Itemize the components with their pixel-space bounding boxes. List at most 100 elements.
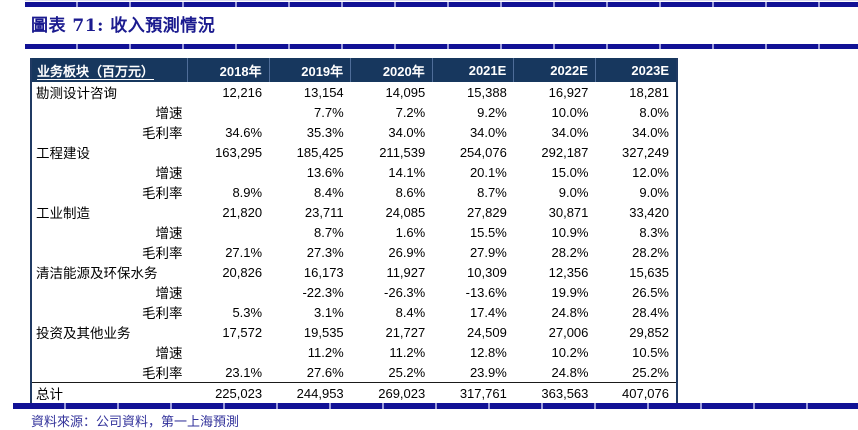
cell-value: 12.8% [469,344,507,360]
cell-value: 18,281 [629,84,669,100]
cell-value: -13.6% [465,284,507,300]
cell-value: 8.0% [639,104,669,120]
cell-value: 327,249 [622,144,669,160]
cell-value: 269,023 [350,382,433,403]
table-row: 总计 225,023 244,953 269,023 317,761 363,563 407… [31,382,677,403]
column-header-label: 业务板块（百万元） [31,58,188,82]
source-note: 資料來源：公司資料，第一上海預測 [31,415,240,430]
cell-value: 27.1% [225,244,263,260]
column-header-2020年: 2020年 [350,58,433,82]
cell-value: 8.4% [395,304,426,320]
cell-value: 9.0% [558,184,589,200]
top-hairline [25,0,858,1]
cell-value: 15.5% [469,224,507,240]
cell-value: 7.2% [395,104,426,120]
cell-value: 225,023 [187,382,270,403]
cell-value: 29,852 [629,324,669,340]
cell-value: 211,539 [379,144,426,160]
cell-value: 20.1% [469,164,507,180]
column-header-2022E: 2022E [513,58,596,82]
cell-value: 16,173 [303,264,344,280]
cell-value: 12.0% [632,164,669,180]
cell-value: 407,076 [595,382,677,403]
row-label: 毛利率 [142,186,183,202]
cell-value: 27.9% [469,244,507,260]
cell-value: 27.6% [306,364,344,380]
cell-value: 292,187 [541,144,589,160]
cell-value: 11.2% [389,344,426,360]
cell-value: 24,509 [467,324,507,340]
cell-value: 10.0% [551,104,589,120]
table-row: 增速 7.7% 7.2% 9.2% 10.0% 8.0% [31,102,677,123]
cell-value: 8.7% [314,224,344,240]
cell-value: 16,927 [548,84,589,100]
cell-value: 10,309 [467,264,507,280]
cell-value: 34.6% [225,124,263,140]
cell-value: 26.9% [388,244,426,260]
cell-value: 14.1% [388,164,426,180]
row-label: 增速 [155,106,183,122]
cell-value: 13.6% [306,164,344,180]
cell-value: 10.5% [632,344,669,360]
cell-value: 8.6% [395,184,426,200]
cell-value: 363,563 [513,382,596,403]
cell-value: 8.3% [639,224,669,240]
row-label: 增速 [155,346,183,362]
cell-value: 33,420 [629,204,669,220]
top-accent-bar [25,2,858,7]
cell-value: 15,388 [467,84,507,100]
row-label: 工业制造 [36,206,90,222]
cell-value: 11.2% [307,344,344,360]
cell-value: 25.2% [388,364,426,380]
row-label: 工程建设 [36,146,90,162]
cell-value: 17.4% [469,304,507,320]
cell-value: 34.0% [388,124,426,140]
row-label: 清洁能源及环保水务 [36,266,158,282]
cell-value [188,342,270,362]
table-row: 工业制造 21,820 23,711 24,085 27,829 30,871 33,420 [31,202,677,223]
row-label: 增速 [155,166,183,182]
row-label: 毛利率 [142,126,183,142]
cell-value: 21,820 [222,204,263,220]
cell-value: 185,425 [296,144,344,160]
cell-value: 28.2% [551,244,589,260]
row-label: 增速 [155,286,183,302]
cell-value [188,282,270,302]
figure-title: 圖表 71: 收入預測情況 [31,16,216,36]
cell-value: 24.8% [551,364,589,380]
row-label: 总计 [31,382,188,403]
table-row: 毛利率 23.1% 27.6% 25.2% 23.9% 24.8% 25.2% [31,362,677,383]
cell-value: 3.1% [314,304,344,320]
table-row: 勘测设计咨询 12,216 13,154 14,095 15,388 16,927 18,2… [31,82,677,103]
cell-value: 12,216 [222,84,263,100]
row-label: 勘测设计咨询 [36,86,117,102]
cell-value: 27.3% [306,244,344,260]
cell-value: 24.8% [551,304,589,320]
cell-value: 244,953 [269,382,351,403]
column-header-2019年: 2019年 [268,58,351,82]
cell-value: 9.0% [639,184,669,200]
cell-value: 5.3% [232,304,263,320]
cell-value: 8.9% [232,184,263,200]
revenue-forecast-table: 业务板块（百万元） 2018年 2019年 2020年 2021E 2022E 2023E … [30,58,678,403]
cell-value [188,102,270,122]
cell-value: 10.2% [551,344,589,360]
cell-value: 25.2% [632,364,669,380]
cell-value: 15.0% [551,164,589,180]
cell-value: 23,711 [304,204,344,220]
table-header-row: 业务板块（百万元） 2018年 2019年 2020年 2021E 2022E 2023E [31,58,677,82]
cell-value [188,222,270,242]
cell-value: 15,635 [629,264,669,280]
cell-value: 11,927 [386,264,426,280]
cell-value: 8.4% [314,184,344,200]
cell-value: 34.0% [469,124,507,140]
table-body: 勘测设计咨询 12,216 13,154 14,095 15,388 16,927 18,2… [31,82,677,403]
row-label: 毛利率 [142,306,183,322]
table-row: 清洁能源及环保水务 20,826 16,173 11,927 10,309 12,356 1… [31,262,677,283]
table-row: 增速 13.6% 14.1% 20.1% 15.0% 12.0% [31,162,677,183]
cell-value: 163,295 [215,144,263,160]
cell-value: 27,006 [548,324,589,340]
revenue-forecast-table-container: 业务板块（百万元） 2018年 2019年 2020年 2021E 2022E 2023E … [30,58,678,403]
row-label: 投资及其他业务 [36,326,131,342]
table-row: 投资及其他业务 17,572 19,535 21,727 24,509 27,006 29,… [31,322,677,343]
